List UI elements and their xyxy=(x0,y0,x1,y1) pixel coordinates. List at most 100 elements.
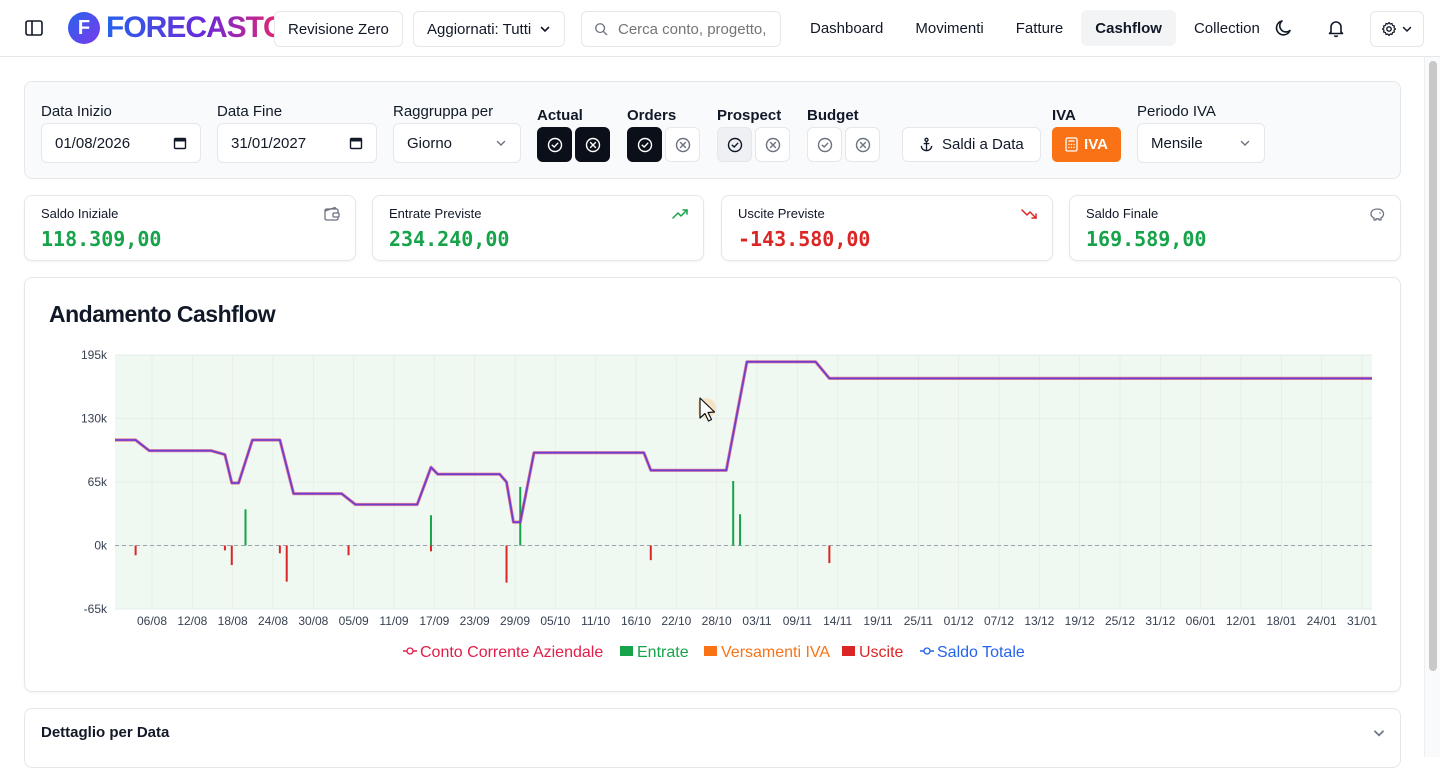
prospect-exclude-toggle[interactable] xyxy=(755,127,790,162)
legend-item: Uscite xyxy=(859,644,904,661)
cashflow-chart-card: Andamento Cashflow 06/08 12/08 18/08 24/08 3… xyxy=(24,277,1401,692)
x-tick-label: 28/10 xyxy=(702,614,732,628)
y-tick-label: -65k xyxy=(84,602,108,616)
prospect-include-toggle[interactable] xyxy=(717,127,752,162)
x-tick-label: 18/01 xyxy=(1266,614,1296,628)
legend-square-marker xyxy=(620,646,633,656)
nav-collection[interactable]: Collection xyxy=(1193,19,1260,37)
uscite-bar xyxy=(230,545,233,566)
iva-button-label: IVA xyxy=(1084,136,1108,153)
stat-card-saldo-iniziale: Saldo Iniziale 118.309,00 xyxy=(24,195,356,261)
entrate-bar xyxy=(244,509,247,546)
legend-point-marker xyxy=(923,647,931,655)
y-tick-label: 130k xyxy=(81,412,108,426)
orders-include-toggle[interactable] xyxy=(627,127,662,162)
y-tick-label: 0k xyxy=(94,539,108,553)
app-logo[interactable]: F FORECASTC xyxy=(68,11,274,44)
filter-panel: Data Inizio 01/08/2026 Data Fine 31/01/2… xyxy=(24,81,1401,179)
x-tick-label: 22/10 xyxy=(661,614,691,628)
group-by-label: Raggruppa per xyxy=(393,103,494,120)
check-circle-icon xyxy=(727,137,742,152)
chart-title: Andamento Cashflow xyxy=(49,301,276,327)
x-tick-label: 19/11 xyxy=(863,614,892,628)
end-date-input[interactable]: 31/01/2027 xyxy=(217,123,377,163)
calendar-icon xyxy=(349,137,363,150)
x-tick-label: 25/12 xyxy=(1105,614,1135,628)
nav-cashflow[interactable]: Cashflow xyxy=(1081,10,1176,46)
x-tick-label: 05/09 xyxy=(339,614,369,628)
budget-include-toggle[interactable] xyxy=(807,127,842,162)
search-input[interactable] xyxy=(618,20,768,38)
entrate-bar xyxy=(429,515,432,546)
budget-label: Budget xyxy=(807,107,859,124)
moon-icon[interactable] xyxy=(1272,16,1296,40)
cashflow-chart[interactable]: 06/08 12/08 18/08 24/08 30/08 05/09 11/09 17/09… xyxy=(25,278,1402,693)
x-tick-label: 11/09 xyxy=(379,614,408,628)
start-date-input[interactable]: 01/08/2026 xyxy=(41,123,201,163)
trending-up-icon xyxy=(672,209,688,219)
project-button[interactable]: Revisione Zero xyxy=(274,11,403,47)
x-tick-label: 06/01 xyxy=(1186,614,1216,628)
x-tick-label: 12/08 xyxy=(177,614,207,628)
stat-value: 169.589,00 xyxy=(1086,227,1207,251)
stat-label: Uscite Previste xyxy=(738,206,825,221)
nav-fatture[interactable]: Fatture xyxy=(1015,19,1064,37)
nav-movimenti[interactable]: Movimenti xyxy=(915,19,984,37)
x-tick-label: 31/12 xyxy=(1145,614,1175,628)
bell-icon[interactable] xyxy=(1324,16,1348,40)
actual-include-toggle[interactable] xyxy=(537,127,572,162)
scrollbar-thumb[interactable] xyxy=(1429,61,1437,671)
x-tick-label: 24/01 xyxy=(1307,614,1337,628)
end-date-value: 31/01/2027 xyxy=(231,134,307,152)
budget-exclude-toggle[interactable] xyxy=(845,127,880,162)
saldi-a-data-button[interactable]: Saldi a Data xyxy=(902,127,1041,162)
orders-exclude-toggle[interactable] xyxy=(665,127,700,162)
logo-mark: F xyxy=(68,12,100,44)
settings-button[interactable] xyxy=(1370,11,1424,47)
prospect-label: Prospect xyxy=(717,107,782,124)
uscite-bar xyxy=(649,545,652,561)
x-circle-icon xyxy=(675,137,690,152)
check-circle-icon xyxy=(547,137,562,152)
sidebar-toggle-icon[interactable] xyxy=(22,16,46,40)
x-tick-label: 13/12 xyxy=(1024,614,1054,628)
chevron-down-icon xyxy=(1240,140,1250,146)
check-circle-icon xyxy=(637,137,652,152)
chevron-down-icon[interactable] xyxy=(1372,726,1386,740)
legend-item: Versamenti IVA xyxy=(721,644,830,661)
piggy-bank-icon xyxy=(1370,208,1385,221)
x-tick-label: 19/12 xyxy=(1065,614,1095,628)
x-tick-label: 01/12 xyxy=(944,614,974,628)
anchor-icon xyxy=(920,137,933,152)
uscite-bar xyxy=(505,545,508,583)
chevron-down-icon xyxy=(1402,26,1412,33)
top-bar: F FORECASTC Revisione Zero Aggiornati: T… xyxy=(0,0,1440,57)
stat-label: Saldo Finale xyxy=(1086,206,1159,221)
uscite-bar xyxy=(429,545,432,552)
stat-label: Saldo Iniziale xyxy=(41,206,119,221)
search-box[interactable] xyxy=(581,11,781,47)
iva-period-select[interactable]: Mensile xyxy=(1137,123,1265,163)
uscite-bar xyxy=(285,545,288,582)
x-tick-label: 17/09 xyxy=(419,614,449,628)
project-button-label: Revisione Zero xyxy=(288,20,389,38)
iva-toggle-button[interactable]: IVA xyxy=(1052,127,1121,162)
detail-by-date-card[interactable]: Dettaglio per Data xyxy=(24,708,1401,768)
gear-icon xyxy=(1381,21,1397,37)
x-tick-label: 14/11 xyxy=(823,614,852,628)
x-tick-label: 16/10 xyxy=(621,614,651,628)
actual-exclude-toggle[interactable] xyxy=(575,127,610,162)
page-scrollbar[interactable] xyxy=(1424,57,1440,757)
updated-filter-dropdown[interactable]: Aggiornati: Tutti xyxy=(413,11,566,47)
group-by-select[interactable]: Giorno xyxy=(393,123,521,163)
iva-period-value: Mensile xyxy=(1151,134,1203,152)
chevron-down-icon xyxy=(496,140,506,146)
x-tick-label: 29/09 xyxy=(500,614,530,628)
nav-dashboard[interactable]: Dashboard xyxy=(810,19,884,37)
x-tick-label: 12/01 xyxy=(1226,614,1256,628)
saldi-a-data-label: Saldi a Data xyxy=(942,136,1024,153)
check-circle-icon xyxy=(817,137,832,152)
x-tick-label: 30/08 xyxy=(298,614,328,628)
y-tick-label: 65k xyxy=(88,475,108,489)
x-tick-label: 25/11 xyxy=(904,614,933,628)
